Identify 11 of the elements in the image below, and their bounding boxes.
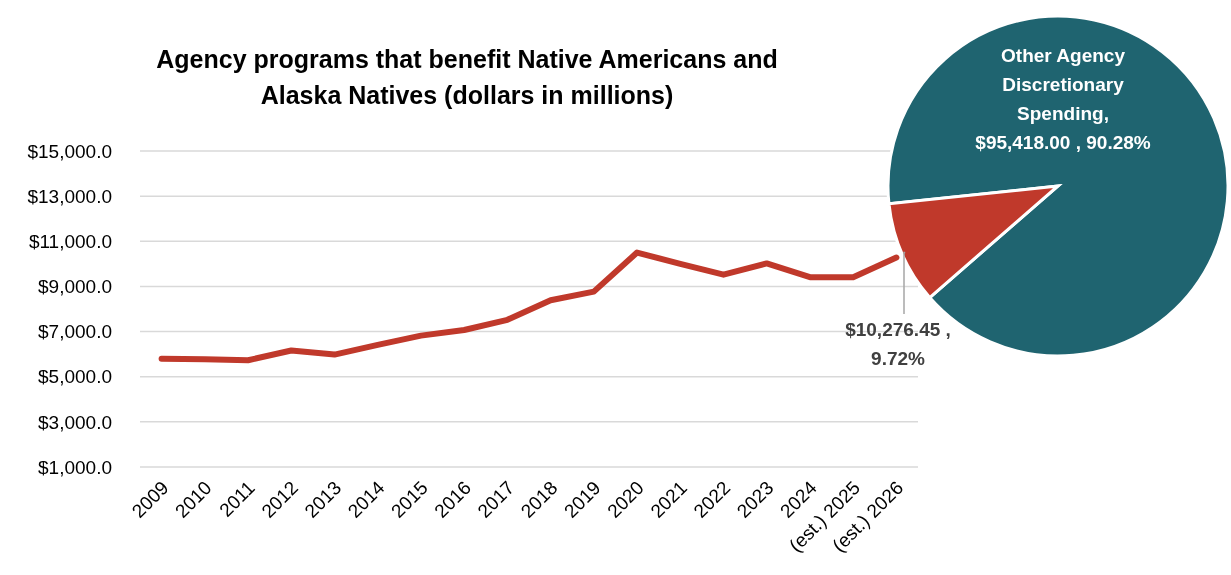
y-tick-label: $9,000.0: [38, 276, 112, 298]
chart-title: Agency programs that benefit Native Americans and Alaska Natives (dollars in millions): [156, 45, 778, 109]
y-tick-label: $3,000.0: [38, 411, 112, 433]
y-tick-label: $13,000.0: [27, 185, 112, 207]
slice-label: Other Agency Discretionary Spending, $95,418.00 , 90.28%: [975, 45, 1151, 153]
y-tick-label: $15,000.0: [27, 140, 112, 162]
y-tick-label: $1,000.0: [38, 456, 112, 478]
y-tick-label: $7,000.0: [38, 321, 112, 343]
y-tick-label: $11,000.0: [28, 230, 112, 252]
y-tick-label: $5,000.0: [38, 366, 112, 388]
data-label: $10,276.45 , 9.72%: [845, 319, 951, 369]
